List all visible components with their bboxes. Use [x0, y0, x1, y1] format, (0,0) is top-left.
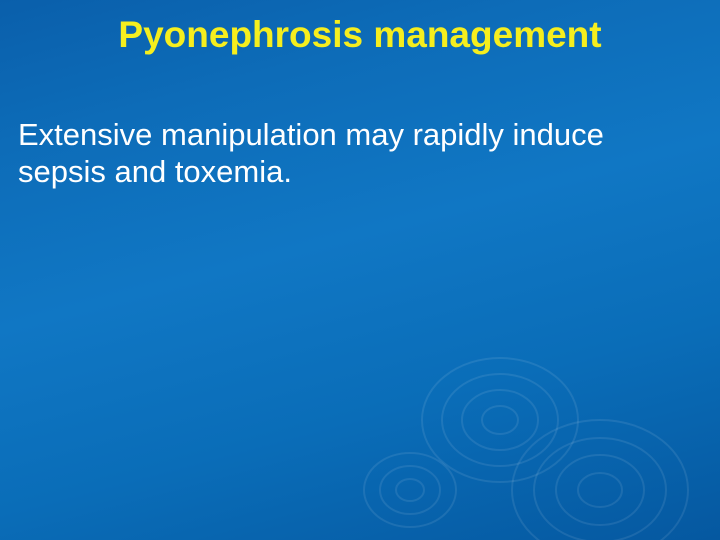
- slide-container: Pyonephrosis management Extensive manipu…: [0, 0, 720, 540]
- slide-title: Pyonephrosis management: [0, 14, 720, 57]
- ripple-decoration: [0, 0, 720, 540]
- slide-body-text: Extensive manipulation may rapidly induc…: [18, 116, 694, 190]
